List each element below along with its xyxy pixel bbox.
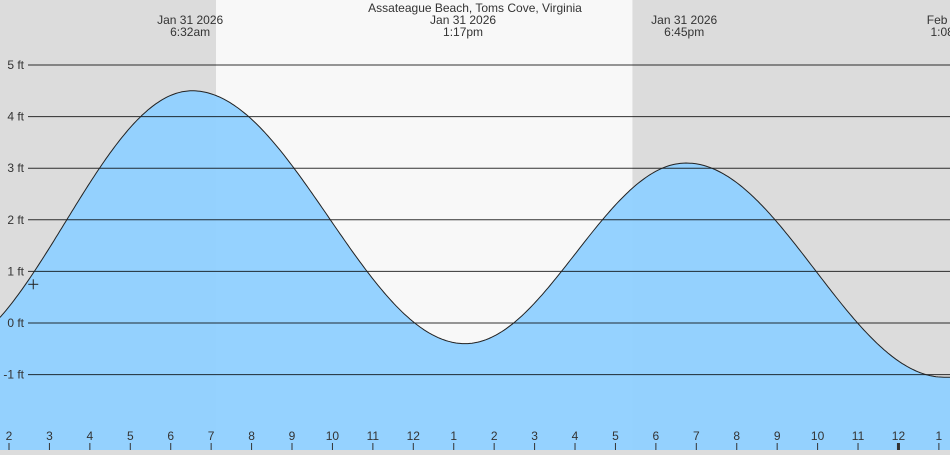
tide-curve: [0, 90, 950, 378]
x-tick-label: 3: [531, 429, 538, 443]
y-axis-labels: 5 ft 4 ft 3 ft 2 ft 1 ft 0 ft -1 ft: [3, 58, 24, 382]
x-tick-label: 9: [774, 429, 781, 443]
extreme-time: 1:08: [930, 25, 950, 39]
y-tick-label: 0 ft: [7, 316, 24, 330]
extreme-date: Feb 1: [927, 13, 950, 27]
x-tick-label: 7: [693, 429, 700, 443]
x-tick-label: 11: [367, 429, 380, 443]
x-tick-label: 11: [852, 429, 865, 443]
current-time-marker: [28, 279, 39, 290]
x-tick-label: 2: [6, 429, 13, 443]
y-tick-label: 3 ft: [7, 161, 24, 175]
y-tick-label: 1 ft: [7, 264, 24, 278]
x-tick-label: 12: [407, 429, 421, 443]
extreme-date: Jan 31 2026: [651, 13, 717, 27]
y-tick-label: 5 ft: [7, 58, 24, 72]
extreme-date: Jan 31 2026: [430, 13, 496, 27]
x-tick-label: 7: [208, 429, 215, 443]
tide-area: [0, 90, 950, 451]
x-tick-label: 6: [653, 429, 660, 443]
x-tick-label: 3: [46, 429, 53, 443]
extreme-date: Jan 31 2026: [157, 13, 223, 27]
gridlines: [28, 64, 950, 376]
y-tick-label: 2 ft: [7, 213, 24, 227]
x-tick-label: 5: [612, 429, 619, 443]
x-tick-label: 6: [167, 429, 174, 443]
x-tick-label: 2: [491, 429, 498, 443]
x-tick-label: 8: [248, 429, 255, 443]
x-tick-label: 12: [892, 429, 906, 443]
x-tick-label: 1: [936, 429, 943, 443]
x-tick-label: 9: [289, 429, 296, 443]
extreme-time: 1:17pm: [443, 25, 483, 39]
y-tick-label: 4 ft: [7, 110, 24, 124]
extreme-time: 6:45pm: [664, 25, 704, 39]
chart-title: Assateague Beach, Toms Cove, Virginia: [368, 1, 582, 15]
x-tick-label: 5: [127, 429, 134, 443]
x-tick-label: 4: [572, 429, 579, 443]
y-tick-label: -1 ft: [3, 368, 24, 382]
x-tick-label: 10: [326, 429, 340, 443]
x-tick-label: 10: [811, 429, 825, 443]
x-tick-label: 8: [733, 429, 740, 443]
extreme-time: 6:32am: [170, 25, 210, 39]
x-axis: 2 3 4 5 6 7 8 9 10 11 12 1 2 3 4 5 6 7 8 9 10 11 12 1: [6, 429, 943, 450]
x-tick-label: 1: [450, 429, 457, 443]
x-tick-label: 4: [87, 429, 94, 443]
